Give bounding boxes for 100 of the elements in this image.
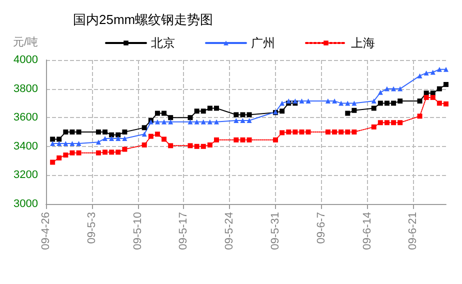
point — [398, 120, 403, 126]
point — [214, 106, 219, 111]
point — [102, 150, 108, 155]
y-tick-label: 4000 — [14, 54, 38, 66]
point — [430, 94, 436, 100]
point — [345, 100, 350, 106]
y-tick-label: 3200 — [14, 169, 38, 182]
point — [234, 137, 239, 142]
point — [444, 82, 448, 87]
point — [384, 120, 390, 126]
point — [96, 150, 101, 156]
y-tick-label: 3000 — [14, 198, 38, 210]
point — [63, 152, 68, 158]
x-tick-label: 09-6-21 — [407, 212, 420, 250]
point — [391, 86, 396, 92]
point — [200, 119, 206, 124]
point — [417, 73, 422, 78]
point — [96, 140, 101, 145]
point — [200, 144, 206, 149]
point — [352, 108, 357, 113]
point — [102, 130, 108, 134]
point — [162, 110, 167, 116]
point — [240, 112, 246, 118]
point — [56, 141, 62, 146]
point — [246, 118, 252, 123]
point — [207, 106, 212, 111]
point — [76, 130, 82, 134]
point — [391, 100, 396, 106]
point — [444, 66, 448, 72]
point — [50, 136, 56, 142]
point — [246, 137, 252, 142]
point — [384, 100, 390, 106]
point — [424, 70, 429, 76]
point — [345, 130, 350, 134]
point — [142, 142, 147, 148]
point — [417, 98, 422, 104]
point — [240, 137, 246, 142]
point — [188, 119, 193, 124]
legend-label: 北京 — [151, 36, 175, 50]
point — [122, 136, 128, 141]
point — [240, 118, 246, 123]
x-tick-label: 09-5-24 — [224, 212, 236, 250]
y-axis-title: 元/吨 — [12, 36, 38, 48]
point — [109, 150, 114, 155]
x-tick-label: 09-5-31 — [270, 212, 282, 250]
point — [207, 142, 212, 148]
point — [345, 110, 350, 116]
point — [194, 119, 200, 124]
point — [56, 136, 62, 142]
point — [142, 125, 147, 130]
chart-title: 国内25mm螺纹钢走势图 — [73, 12, 214, 27]
point — [371, 106, 376, 111]
point — [154, 132, 160, 137]
y-tick-label: 3800 — [14, 82, 38, 95]
point — [109, 132, 114, 138]
point — [352, 130, 357, 134]
y-tick-label: 3400 — [14, 140, 38, 152]
point — [332, 130, 338, 134]
x-tick-label: 09-5-17 — [178, 212, 190, 250]
point — [299, 98, 304, 104]
point — [188, 143, 193, 148]
point — [430, 70, 436, 75]
point — [424, 90, 429, 96]
point — [76, 141, 82, 146]
point — [234, 112, 239, 118]
point — [378, 100, 383, 106]
point — [299, 130, 304, 134]
point — [50, 141, 56, 146]
point — [391, 120, 396, 126]
point — [234, 118, 239, 123]
point — [436, 100, 442, 106]
point — [384, 86, 390, 92]
point — [280, 108, 285, 114]
point — [338, 100, 344, 106]
point — [338, 130, 344, 134]
point — [154, 119, 160, 124]
point — [122, 130, 128, 134]
y-tick-label: 3600 — [14, 112, 38, 124]
point — [378, 90, 383, 95]
x-tick-label: 09-6-14 — [361, 212, 374, 250]
point — [63, 130, 68, 134]
point — [200, 108, 206, 114]
point — [102, 136, 108, 141]
point — [273, 137, 278, 142]
point — [436, 86, 442, 92]
x-tick-label: 09-5-10 — [132, 212, 144, 250]
point — [398, 98, 403, 104]
legend-label: 广州 — [251, 36, 275, 50]
point — [116, 136, 121, 141]
point — [154, 110, 160, 116]
point — [292, 130, 298, 134]
point — [70, 141, 75, 146]
point — [109, 136, 114, 141]
point — [352, 100, 357, 106]
point — [70, 130, 75, 134]
point — [50, 160, 56, 165]
legend-label: 上海 — [351, 36, 375, 50]
point — [70, 150, 75, 156]
point — [378, 120, 383, 126]
point — [371, 124, 376, 130]
